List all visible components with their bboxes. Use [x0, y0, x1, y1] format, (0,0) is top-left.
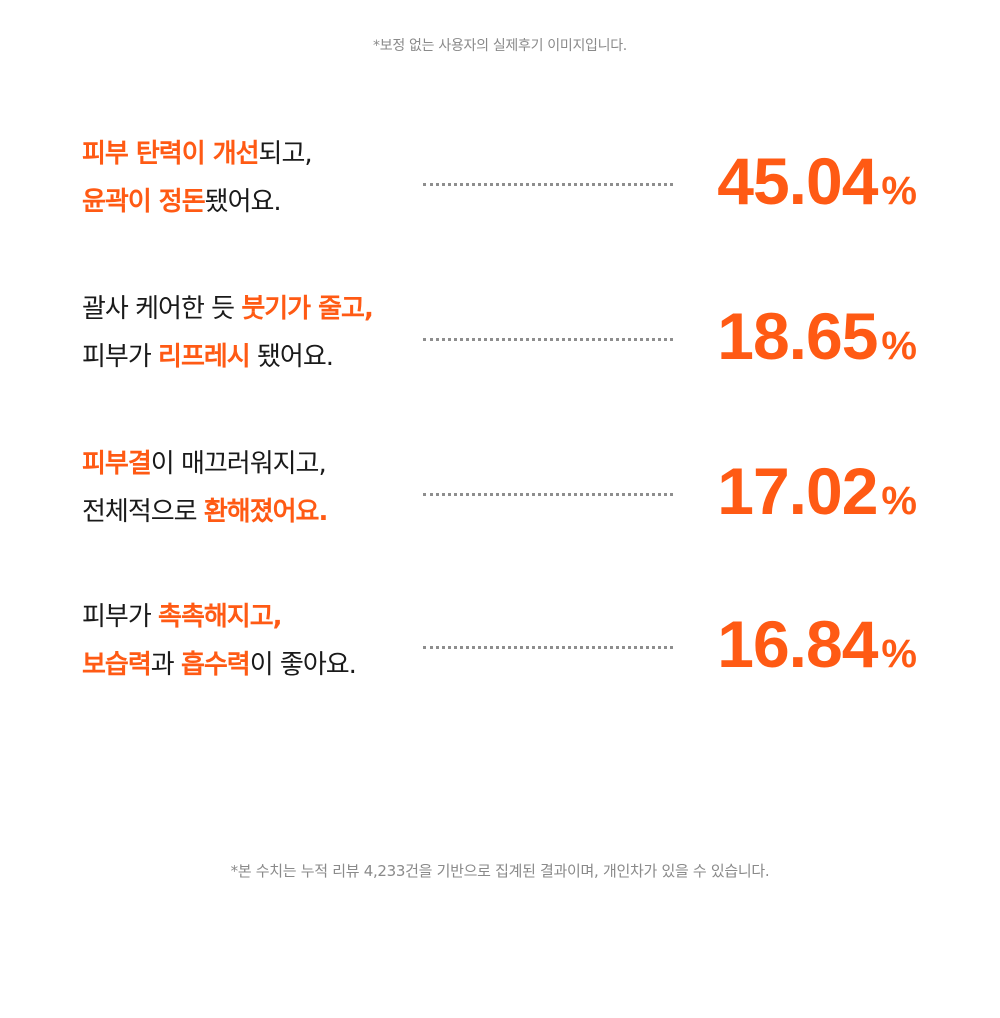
plain-text: 이 좋아요.	[249, 650, 357, 680]
stat-line: 보습력과 흡수력이 좋아요.	[82, 641, 422, 689]
stat-row-4: 피부가 촉촉해지고, 보습력과 흡수력이 좋아요. 16.84%	[0, 593, 1000, 703]
highlight-text: 윤곽이 정돈	[82, 187, 206, 217]
dotted-leader	[423, 338, 673, 341]
stat-description: 피부가 촉촉해지고, 보습력과 흡수력이 좋아요.	[82, 593, 422, 689]
highlight-text: 피부결	[82, 449, 152, 479]
stat-number: 45.04	[717, 144, 878, 218]
highlight-text: 리프레시	[158, 342, 251, 372]
disclaimer-top: *보정 없는 사용자의 실제후기 이미지입니다.	[373, 38, 627, 54]
highlight-text: 보습력	[82, 650, 152, 680]
stat-line: 피부가 리프레시 됐어요.	[82, 333, 422, 381]
stat-description: 괄사 케어한 듯 붓기가 줄고, 피부가 리프레시 됐어요.	[82, 285, 422, 381]
stat-row-2: 괄사 케어한 듯 붓기가 줄고, 피부가 리프레시 됐어요. 18.65%	[0, 285, 1000, 395]
plain-text: 괄사 케어한 듯	[82, 294, 242, 324]
plain-text: 피부가	[82, 342, 159, 372]
highlight-text: 촉촉해지고,	[158, 602, 282, 632]
percent-unit: %	[881, 632, 917, 676]
percent-unit: %	[881, 324, 917, 368]
plain-text: 됐어요.	[249, 342, 334, 372]
plain-text: 이 매끄러워지고,	[150, 449, 327, 479]
stat-percentage: 45.04%	[717, 144, 917, 228]
dotted-leader	[423, 183, 673, 186]
stat-percentage: 18.65%	[717, 299, 917, 383]
dotted-leader	[423, 646, 673, 649]
stat-number: 17.02	[717, 454, 878, 528]
disclaimer-bottom: *본 수치는 누적 리뷰 4,233건을 기반으로 집계된 결과이며, 개인차가…	[230, 862, 770, 880]
highlight-text: 흡수력	[180, 650, 251, 680]
stat-line: 피부결이 매끄러워지고,	[82, 440, 422, 488]
stat-line: 피부 탄력이 개선되고,	[82, 130, 422, 178]
dotted-leader	[423, 493, 673, 496]
stat-description: 피부 탄력이 개선되고, 윤곽이 정돈됐어요.	[82, 130, 422, 226]
stat-number: 16.84	[717, 607, 878, 681]
highlight-text: 피부 탄력이 개선	[82, 139, 260, 169]
plain-text: 되고,	[258, 139, 313, 169]
stat-line: 전체적으로 환해졌어요.	[82, 488, 422, 536]
highlight-text: 붓기가 줄고,	[241, 294, 374, 324]
percent-unit: %	[881, 479, 917, 523]
plain-text: 과	[150, 650, 181, 680]
stat-percentage: 17.02%	[717, 454, 917, 538]
stat-row-1: 피부 탄력이 개선되고, 윤곽이 정돈됐어요. 45.04%	[0, 130, 1000, 240]
stat-line: 윤곽이 정돈됐어요.	[82, 178, 422, 226]
percent-unit: %	[881, 169, 917, 213]
stat-percentage: 16.84%	[717, 607, 917, 691]
plain-text: 됐어요.	[204, 187, 282, 217]
stat-number: 18.65	[717, 299, 878, 373]
plain-text: 피부가	[82, 602, 159, 632]
stat-description: 피부결이 매끄러워지고, 전체적으로 환해졌어요.	[82, 440, 422, 536]
stat-line: 피부가 촉촉해지고,	[82, 593, 422, 641]
highlight-text: 환해졌어요.	[203, 497, 328, 527]
plain-text: 전체적으로	[82, 497, 204, 527]
stat-row-3: 피부결이 매끄러워지고, 전체적으로 환해졌어요. 17.02%	[0, 440, 1000, 550]
stat-line: 괄사 케어한 듯 붓기가 줄고,	[82, 285, 422, 333]
